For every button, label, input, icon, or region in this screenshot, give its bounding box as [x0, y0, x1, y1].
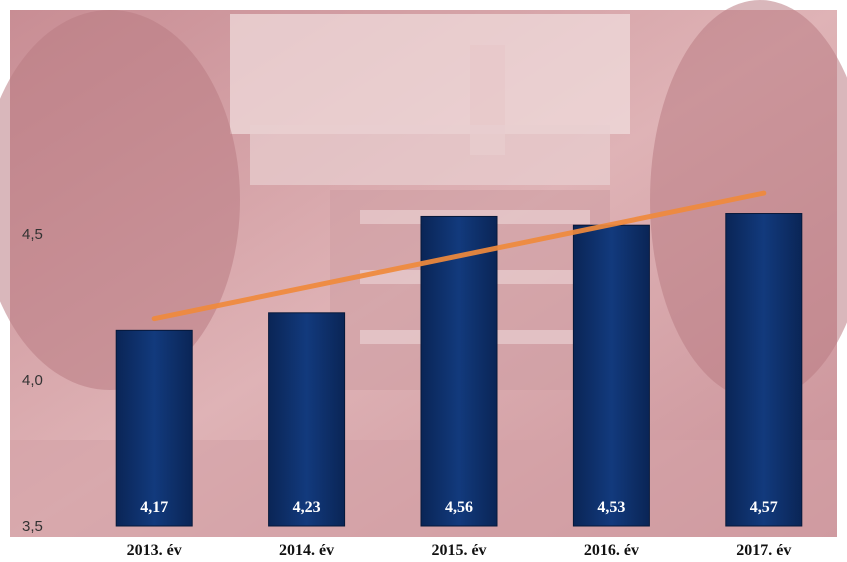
y-tick-label: 3,5	[22, 518, 43, 535]
trendline-layer	[151, 190, 767, 322]
bar-2016	[572, 224, 650, 527]
trendline	[151, 190, 767, 322]
x-tick-label: 2016. év	[584, 542, 639, 559]
x-tick-label: 2015. év	[431, 542, 486, 559]
x-axis: 2013. év 2014. év 2015. év 2016. év 2017. év	[127, 542, 792, 559]
data-label: 4,57	[750, 499, 778, 516]
bar-2013	[115, 329, 193, 527]
bar-2017	[725, 213, 803, 527]
data-labels: 4,17 4,23 4,56 4,53 4,57	[140, 499, 778, 516]
data-label: 4,23	[293, 499, 321, 516]
data-label: 4,53	[597, 499, 625, 516]
x-tick-label: 2014. év	[279, 542, 334, 559]
x-tick-label: 2017. év	[736, 542, 791, 559]
y-axis: 3,5 4,0 4,5	[22, 226, 43, 535]
x-tick-label: 2013. év	[127, 542, 182, 559]
bar-2014	[268, 312, 346, 527]
bar-2015	[420, 215, 498, 527]
y-tick-label: 4,0	[22, 372, 43, 389]
data-label: 4,56	[445, 499, 473, 516]
data-label: 4,17	[140, 499, 168, 516]
bars	[115, 213, 803, 527]
y-tick-label: 4,5	[22, 226, 43, 243]
